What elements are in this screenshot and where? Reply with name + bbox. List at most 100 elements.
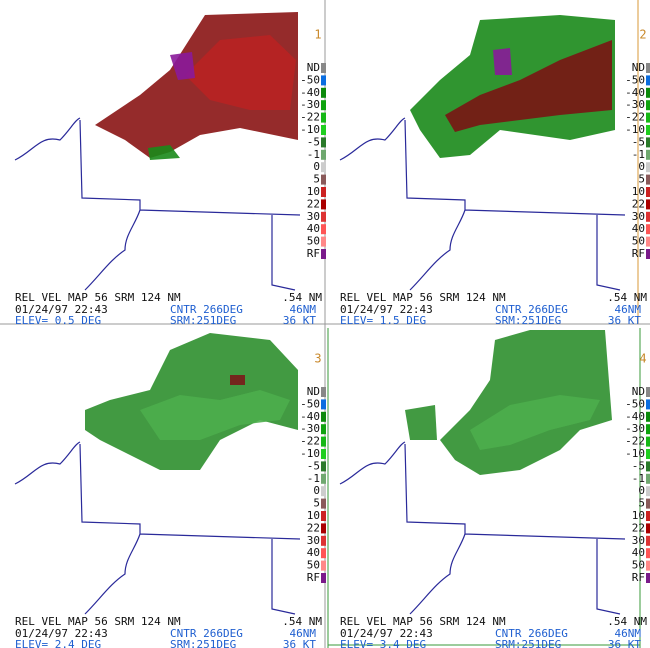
legend-label: 50 (307, 235, 320, 248)
echo-region (170, 52, 195, 80)
echo-region (405, 405, 437, 440)
echo-region (470, 395, 600, 450)
product-label: REL VEL MAP 56 SRM 124 NM (15, 291, 181, 304)
storm-motion-label: SRM:251DEG (170, 638, 236, 648)
product-label: REL VEL MAP 56 SRM 124 NM (15, 615, 181, 628)
legend-swatch (321, 174, 326, 185)
legend-swatch (646, 399, 650, 410)
legend-swatch (646, 162, 650, 173)
legend-label: RF (632, 247, 645, 260)
radar-echoes (95, 12, 298, 160)
legend-label: -10 (300, 123, 320, 136)
legend-swatch (646, 461, 650, 472)
legend-swatch (646, 236, 650, 247)
legend-label: -1 (307, 472, 320, 485)
radar-panel: 2ND-50-40-30-22-10-5-1051022304050RFREL … (339, 28, 650, 327)
radar-panel: 1ND-50-40-30-22-10-5-1051022304050RFREL … (14, 28, 326, 327)
legend-label: RF (632, 571, 645, 584)
resolution-label: .54 NM (607, 615, 647, 628)
legend-swatch (646, 424, 650, 435)
legend-label: -50 (625, 73, 645, 86)
speed-label: 36 KT (283, 314, 316, 327)
panel-number: 1 (314, 28, 321, 42)
legend-label: RF (307, 571, 320, 584)
legend-label: -1 (632, 148, 645, 161)
state-boundary (339, 441, 626, 615)
legend-label: -22 (300, 111, 320, 124)
legend-swatch (646, 87, 650, 98)
legend-swatch (646, 199, 650, 210)
center-label: CNTR 266DEG (170, 303, 243, 316)
legend-label: -22 (625, 111, 645, 124)
legend-swatch (321, 162, 326, 173)
storm-motion-label: SRM:251DEG (495, 314, 561, 327)
legend-label: 10 (632, 509, 645, 522)
legend-label: 10 (307, 509, 320, 522)
state-boundary (339, 117, 626, 291)
legend-swatch (646, 75, 650, 86)
legend-swatch (321, 249, 326, 259)
legend-label: 0 (638, 160, 645, 173)
elevation-label: ELEV= 2.4 DEG (15, 638, 101, 648)
legend-swatch (321, 523, 326, 534)
legend-label: -22 (300, 435, 320, 448)
range-label: 46NM (290, 627, 317, 640)
legend-label: 5 (313, 497, 320, 510)
legend-swatch (646, 573, 650, 583)
legend-label: 0 (313, 160, 320, 173)
echo-region (445, 40, 612, 132)
legend-swatch (646, 224, 650, 235)
legend-swatch (646, 449, 650, 459)
legend-swatch (646, 125, 650, 135)
legend-label: 40 (632, 546, 645, 559)
legend-swatch (646, 473, 650, 484)
legend-swatch (321, 573, 326, 583)
storm-motion-label: SRM:251DEG (495, 638, 561, 648)
legend-swatch (646, 560, 650, 571)
radar-echoes (405, 330, 612, 475)
range-label: 46NM (615, 303, 642, 316)
legend-label: -10 (300, 447, 320, 460)
legend-label: 50 (632, 235, 645, 248)
resolution-label: .54 NM (607, 291, 647, 304)
legend-label: 40 (307, 222, 320, 235)
resolution-label: .54 NM (282, 615, 322, 628)
center-label: CNTR 266DEG (495, 627, 568, 640)
legend-label: -40 (625, 86, 645, 99)
legend-swatch (321, 436, 326, 447)
legend-label: 50 (307, 559, 320, 572)
legend-label: 50 (632, 559, 645, 572)
legend-label: -5 (632, 459, 645, 472)
legend-swatch (321, 461, 326, 472)
legend-swatch (646, 149, 650, 160)
radar-echoes (410, 15, 615, 158)
legend-swatch (321, 224, 326, 235)
legend-label: -5 (307, 135, 320, 148)
legend-swatch (646, 387, 650, 397)
legend-swatch (321, 498, 326, 509)
center-label: CNTR 266DEG (170, 627, 243, 640)
legend-label: 30 (632, 534, 645, 547)
legend-swatch (646, 411, 650, 422)
legend-label: 22 (632, 521, 645, 534)
legend-label: 0 (638, 484, 645, 497)
legend-swatch (321, 236, 326, 247)
legend-label: 22 (632, 197, 645, 210)
datetime-label: 01/24/97 22:43 (340, 627, 433, 640)
legend-label: -40 (625, 410, 645, 423)
legend-swatch (646, 63, 650, 73)
legend-swatch (321, 411, 326, 422)
legend-swatch (321, 125, 326, 135)
echo-region (493, 48, 512, 75)
radar-echoes (85, 333, 298, 470)
legend-label: -1 (632, 472, 645, 485)
legend-label: 10 (632, 185, 645, 198)
legend-label: -5 (307, 459, 320, 472)
center-label: CNTR 266DEG (495, 303, 568, 316)
legend-swatch (321, 87, 326, 98)
legend-swatch (321, 211, 326, 222)
legend-label: -30 (625, 98, 645, 111)
legend-swatch (321, 100, 326, 111)
legend-swatch (646, 187, 650, 197)
